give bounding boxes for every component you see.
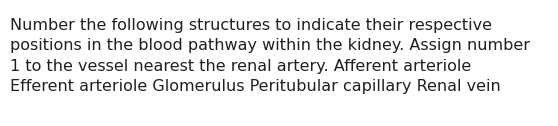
Text: Number the following structures to indicate their respective
positions in the bl: Number the following structures to indic… — [10, 18, 530, 94]
